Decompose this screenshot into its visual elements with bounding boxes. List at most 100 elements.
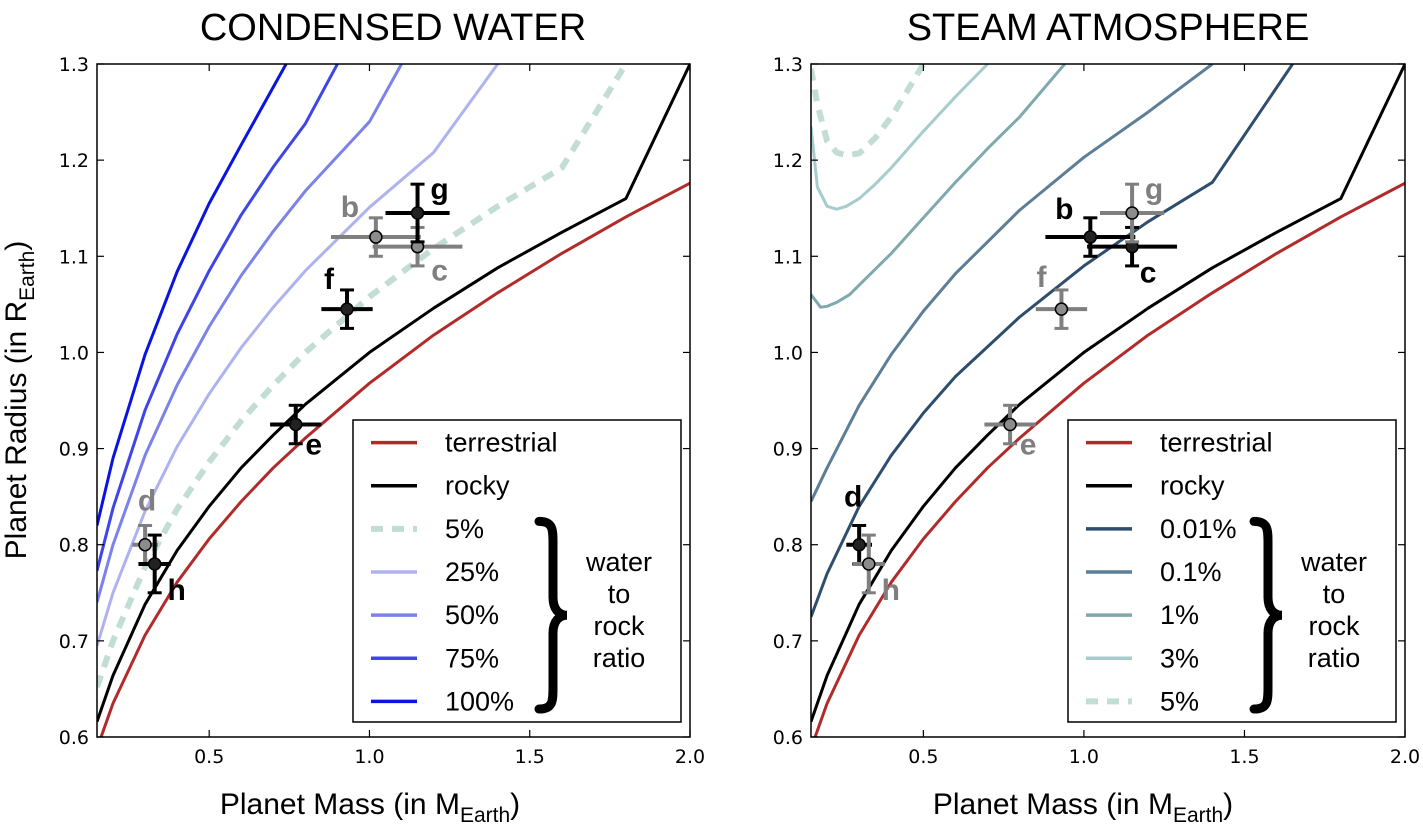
legend-label-0: terrestrial	[1160, 428, 1273, 458]
legend-label-4: 50%	[445, 600, 499, 630]
y-tick-label: 1.1	[59, 246, 89, 268]
planet-h-marker	[862, 557, 876, 571]
planet-f-label: f	[324, 263, 335, 296]
planet-g-marker	[410, 206, 425, 220]
legend-label-3: 25%	[445, 557, 499, 587]
planet-points: b c d e f g h	[132, 173, 463, 607]
legend-group-label-line: rock	[593, 611, 645, 641]
planet-d-marker	[852, 537, 866, 552]
legend-label-0: terrestrial	[445, 428, 558, 458]
y-tick-label: 1.0	[773, 342, 803, 364]
y-tick-label: 0.7	[59, 631, 89, 653]
planet-f-marker	[1054, 302, 1069, 316]
legend-group-label-line: to	[608, 579, 631, 609]
planet-b-marker	[369, 230, 383, 244]
x-tick-label: 2.0	[1390, 746, 1420, 768]
legend-label-2: 5%	[445, 514, 484, 544]
planet-d-label: d	[138, 485, 156, 518]
planet-b-label: b	[341, 191, 359, 224]
legend-group-label-line: to	[1323, 579, 1346, 609]
legend-label-1: rocky	[1160, 471, 1225, 501]
y-tick-label: 0.9	[773, 439, 803, 461]
planet-g-marker	[1125, 206, 1139, 220]
y-axis-label-main: Planet Radius (in R	[0, 301, 33, 559]
legend-label-3: 0.1%	[1160, 557, 1222, 587]
series-line-6	[811, 64, 926, 159]
planet-h-label: h	[882, 574, 900, 607]
series-line-6	[97, 64, 288, 526]
y-tick-label: 0.8	[59, 535, 89, 557]
y-tick-label: 1.0	[59, 342, 89, 364]
y-tick-label: 0.9	[59, 439, 89, 461]
legend-label-6: 5%	[1160, 686, 1199, 716]
x-axis-label-close: )	[510, 788, 520, 821]
x-axis-label-sub: Earth	[460, 804, 510, 827]
series-line-4	[97, 64, 403, 603]
y-tick-label: 1.2	[59, 150, 89, 172]
y-tick-label: 0.6	[59, 727, 89, 749]
y-tick-label: 1.3	[59, 54, 89, 76]
x-axis-label: Planet Mass (in MEarth)	[220, 788, 520, 827]
x-tick-label: 1.5	[515, 746, 545, 768]
legend-label-5: 3%	[1160, 643, 1199, 673]
plot-frame	[810, 63, 1406, 738]
x-tick-label: 0.5	[194, 746, 224, 768]
planet-f-label: f	[1036, 261, 1047, 294]
planet-d-marker	[138, 537, 152, 552]
legend: terrestrial rocky 0.01% 0.1% 1% 3% 5% watertoro…	[1067, 419, 1397, 723]
legend-label-1: rocky	[445, 471, 510, 501]
planet-e-label: e	[305, 429, 322, 462]
series-line-2	[811, 64, 1294, 618]
series-line-5	[811, 64, 989, 211]
planet-b-label: b	[1055, 193, 1073, 226]
legend-brace	[534, 516, 568, 714]
series-line-0	[99, 181, 690, 737]
planet-c-label: c	[431, 255, 448, 288]
plot-frame	[96, 63, 691, 738]
legend-group-label-line: water	[1300, 547, 1367, 577]
planet-e-marker	[288, 417, 303, 432]
planet-g-label: g	[1145, 173, 1163, 206]
chart-title: STEAM ATMOSPHERE	[907, 7, 1310, 49]
planet-g-label: g	[430, 173, 448, 206]
legend-group-label-line: rock	[1308, 611, 1360, 641]
y-tick-label: 0.8	[773, 535, 803, 557]
x-tick-label: 2.0	[675, 746, 705, 768]
planet-h-marker	[147, 557, 162, 571]
x-tick-label: 1.0	[354, 746, 384, 768]
series-line-1	[97, 64, 690, 723]
planet-e-label: e	[1020, 429, 1037, 462]
series-line-4	[811, 64, 1066, 309]
planet-e-marker	[1003, 417, 1017, 432]
y-tick-label: 0.7	[773, 631, 803, 653]
planet-d-label: d	[844, 481, 862, 514]
y-tick-label: 1.2	[773, 150, 803, 172]
series-line-5	[97, 64, 339, 572]
legend-brace	[1249, 516, 1283, 714]
y-axis-label: Planet Radius (in REarth)	[0, 241, 39, 560]
series-line-3	[811, 64, 1214, 503]
x-axis-label: Planet Mass (in MEarth)	[933, 788, 1233, 827]
x-axis-label-sub: Earth	[1173, 804, 1223, 827]
y-tick-label: 0.6	[773, 727, 803, 749]
chart-panel-2: STEAM ATMOSPHERE 0.5 1.0 1.5 2.0 0.6 0.7 0.8 0.9…	[773, 7, 1420, 827]
chart-panel-1: CONDENSED WATER 0.5 1.0 1.5 2.0 0.6 0.7 0.8 0.9 1…	[0, 7, 705, 827]
y-axis-label-close: )	[0, 241, 33, 251]
legend-label-4: 1%	[1160, 600, 1199, 630]
chart-title: CONDENSED WATER	[200, 7, 586, 49]
x-tick-label: 0.5	[908, 746, 938, 768]
series-group	[97, 64, 690, 737]
series-line-1	[811, 64, 1405, 723]
planet-f-marker	[340, 302, 354, 316]
series-line-2	[97, 64, 629, 688]
x-axis-label-main: Planet Mass (in M	[220, 788, 460, 821]
series-line-0	[813, 181, 1405, 737]
planet-h-label: h	[168, 574, 186, 607]
planet-points: b c d e f g h	[844, 173, 1178, 607]
x-axis-label-main: Planet Mass (in M	[933, 788, 1173, 821]
legend-label-6: 100%	[445, 686, 514, 716]
legend-group-label-line: ratio	[1308, 643, 1361, 673]
y-tick-label: 1.1	[773, 246, 803, 268]
x-tick-label: 1.0	[1069, 746, 1099, 768]
